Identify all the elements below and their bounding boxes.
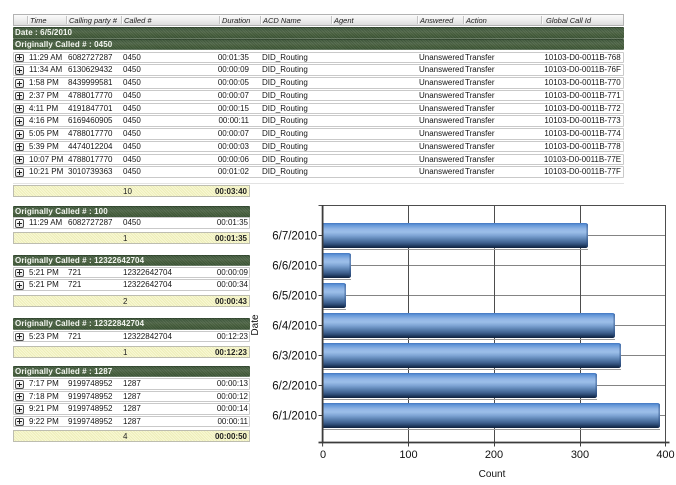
svg-text:200: 200 <box>485 449 503 461</box>
svg-text:6/6/2010: 6/6/2010 <box>272 261 317 273</box>
svg-text:6/4/2010: 6/4/2010 <box>272 321 317 333</box>
svg-text:6/3/2010: 6/3/2010 <box>272 351 317 363</box>
svg-text:Count: Count <box>479 469 506 480</box>
svg-text:6/2/2010: 6/2/2010 <box>272 381 317 393</box>
svg-text:100: 100 <box>399 449 417 461</box>
svg-text:Date: Date <box>250 314 261 336</box>
svg-text:300: 300 <box>571 449 589 461</box>
svg-text:400: 400 <box>656 449 674 461</box>
svg-text:0: 0 <box>320 449 326 461</box>
svg-text:6/5/2010: 6/5/2010 <box>272 291 317 303</box>
svg-text:6/7/2010: 6/7/2010 <box>272 231 317 243</box>
svg-text:6/1/2010: 6/1/2010 <box>272 411 317 423</box>
